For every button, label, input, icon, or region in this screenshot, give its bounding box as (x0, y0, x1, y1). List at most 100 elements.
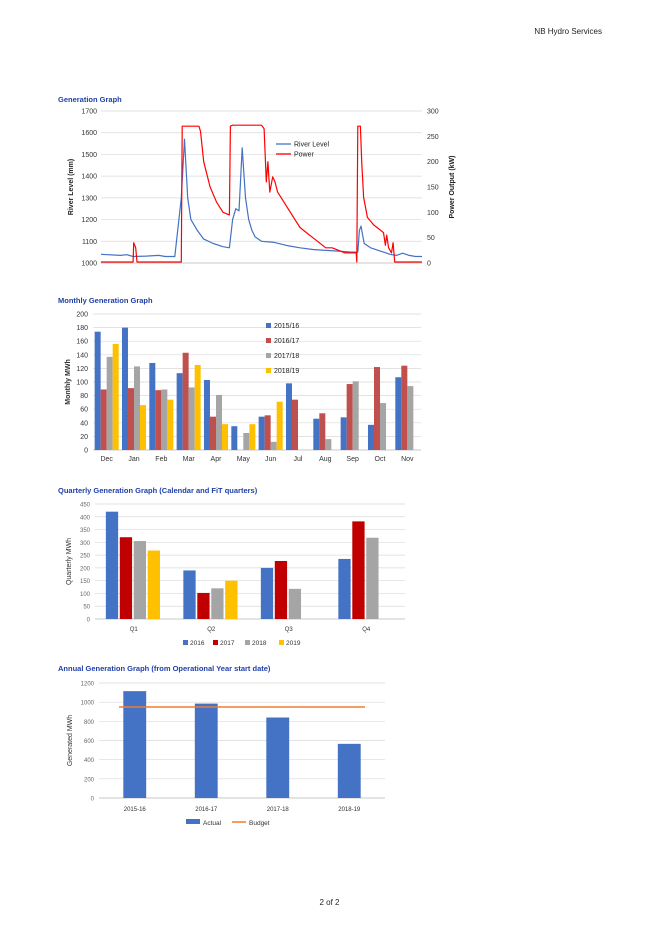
y-tick-label: 100 (80, 592, 91, 598)
series-line-power (101, 124, 422, 263)
y-tick-label: 1000 (81, 701, 95, 707)
bar-2016-17-Jan (127, 388, 134, 450)
y-tick-label: 140 (76, 352, 88, 359)
y-tick-label: 400 (84, 758, 95, 764)
bar-2015-16-Jan (121, 327, 128, 450)
y2-tick-label: 50 (427, 235, 435, 242)
y-tick-label: 1200 (81, 217, 97, 224)
legend-swatch (266, 338, 271, 343)
bar-2015-16-Jun (258, 416, 265, 450)
y-tick-label: 60 (80, 407, 88, 414)
y-tick-label: 80 (80, 393, 88, 400)
y-tick-label: 1400 (81, 174, 97, 181)
bar-2015-16-Oct (367, 424, 374, 450)
bar-2017-18-Jun (270, 441, 277, 450)
annual-graph-title: Annual Generation Graph (from Operationa… (58, 664, 271, 673)
legend-label: Power (294, 152, 315, 159)
bar-2017-18-Mar (188, 387, 195, 450)
bar-2016-Q3 (260, 567, 274, 619)
x-tick-label: Q4 (362, 627, 371, 633)
y-tick-label: 800 (84, 720, 95, 726)
bar-2017-Q3 (274, 560, 288, 619)
legend-swatch (266, 353, 271, 358)
bar-2017-18-Jan (134, 366, 141, 450)
bar-2017-18-Sep (352, 381, 359, 450)
y-tick-label: 150 (80, 579, 91, 585)
bar-2017-18-Dec (106, 356, 113, 450)
bar-2016-17-Nov (401, 365, 408, 450)
bar-2016-Q1 (105, 511, 119, 619)
bar-2015-16-Dec (94, 331, 101, 450)
legend-swatch (279, 640, 284, 645)
y-tick-label: 1000 (81, 261, 97, 268)
page-number: 2 of 2 (319, 898, 340, 907)
bar-2016-17-Jun (264, 415, 271, 450)
series-line-river-level (100, 138, 422, 258)
bar-2017-18-Apr (216, 394, 223, 450)
bar-2015-16-Feb (149, 362, 156, 450)
y-tick-label: 450 (80, 503, 91, 509)
legend-swatch (266, 368, 271, 373)
bar-2018-19-May (249, 424, 256, 450)
y-tick-label: 1600 (81, 130, 97, 137)
legend-label: River Level (294, 142, 329, 149)
bar-2015-16-Nov (395, 377, 402, 450)
bar-2015-16-Sep (340, 417, 347, 450)
y-tick-label: 40 (80, 420, 88, 427)
bar-2016-Q2 (183, 570, 196, 619)
bar-2017-18-May (243, 433, 250, 450)
generation-graph-title: Generation Graph (58, 95, 122, 104)
x-tick-label: Dec (100, 456, 113, 463)
bar-2019-Q2 (225, 580, 238, 619)
x-tick-label: 2017-18 (267, 807, 290, 813)
y-tick-label: 50 (83, 605, 90, 611)
bar-2018-19-Feb (167, 399, 174, 450)
legend-swatch (186, 819, 200, 824)
bar-2017-Q2 (197, 592, 210, 619)
y2-tick-label: 150 (427, 185, 439, 192)
bar-Actual-2017-18 (266, 717, 290, 798)
bar-2018-Q4 (366, 537, 379, 619)
bar-2016-17-Jul (291, 399, 298, 450)
bar-2017-18-Nov (407, 386, 414, 450)
y2-tick-label: 300 (427, 109, 439, 116)
monthly-graph-title: Monthly Generation Graph (58, 296, 153, 305)
x-tick-label: Feb (155, 456, 167, 463)
y-tick-label: 200 (80, 566, 91, 572)
y-tick-label: 160 (76, 339, 88, 346)
bar-2018-19-Dec (112, 343, 119, 450)
x-tick-label: Jan (128, 456, 139, 463)
bar-2017-Q4 (352, 521, 365, 619)
bar-2017-18-Oct (380, 403, 387, 450)
legend-swatch (183, 640, 188, 645)
bar-2015-16-Mar (176, 373, 183, 450)
bar-2016-17-Aug (319, 413, 326, 450)
legend-label: Budget (249, 820, 270, 827)
y-tick-label: 300 (80, 541, 91, 547)
x-tick-label: Mar (183, 456, 196, 463)
bar-2017-18-Aug (325, 439, 332, 450)
x-tick-label: Q3 (285, 627, 294, 633)
x-tick-label: Aug (319, 456, 332, 463)
y-tick-label: 200 (76, 312, 88, 319)
y-tick-label: 0 (84, 448, 88, 455)
bar-2016-17-Mar (182, 352, 189, 450)
y-tick-label: 120 (76, 366, 88, 373)
x-tick-label: Q2 (207, 627, 216, 633)
x-tick-label: 2018-19 (338, 807, 361, 813)
bar-2015-16-Jul (285, 383, 292, 450)
bar-2016-17-Oct (373, 367, 380, 450)
x-tick-label: Sep (346, 456, 359, 463)
bar-2016-17-Dec (100, 389, 107, 450)
bar-2019-Q1 (147, 550, 160, 619)
y-tick-label: 0 (91, 797, 95, 803)
bar-2018-19-Apr (222, 424, 229, 450)
legend-swatch (245, 640, 250, 645)
y-tick-label: 400 (80, 515, 91, 521)
bar-Actual-2015-16 (123, 691, 147, 798)
bar-2017-Q1 (119, 537, 133, 619)
legend-swatch (213, 640, 218, 645)
header-company: NB Hydro Services (534, 27, 602, 36)
bar-2018-Q1 (133, 541, 147, 619)
